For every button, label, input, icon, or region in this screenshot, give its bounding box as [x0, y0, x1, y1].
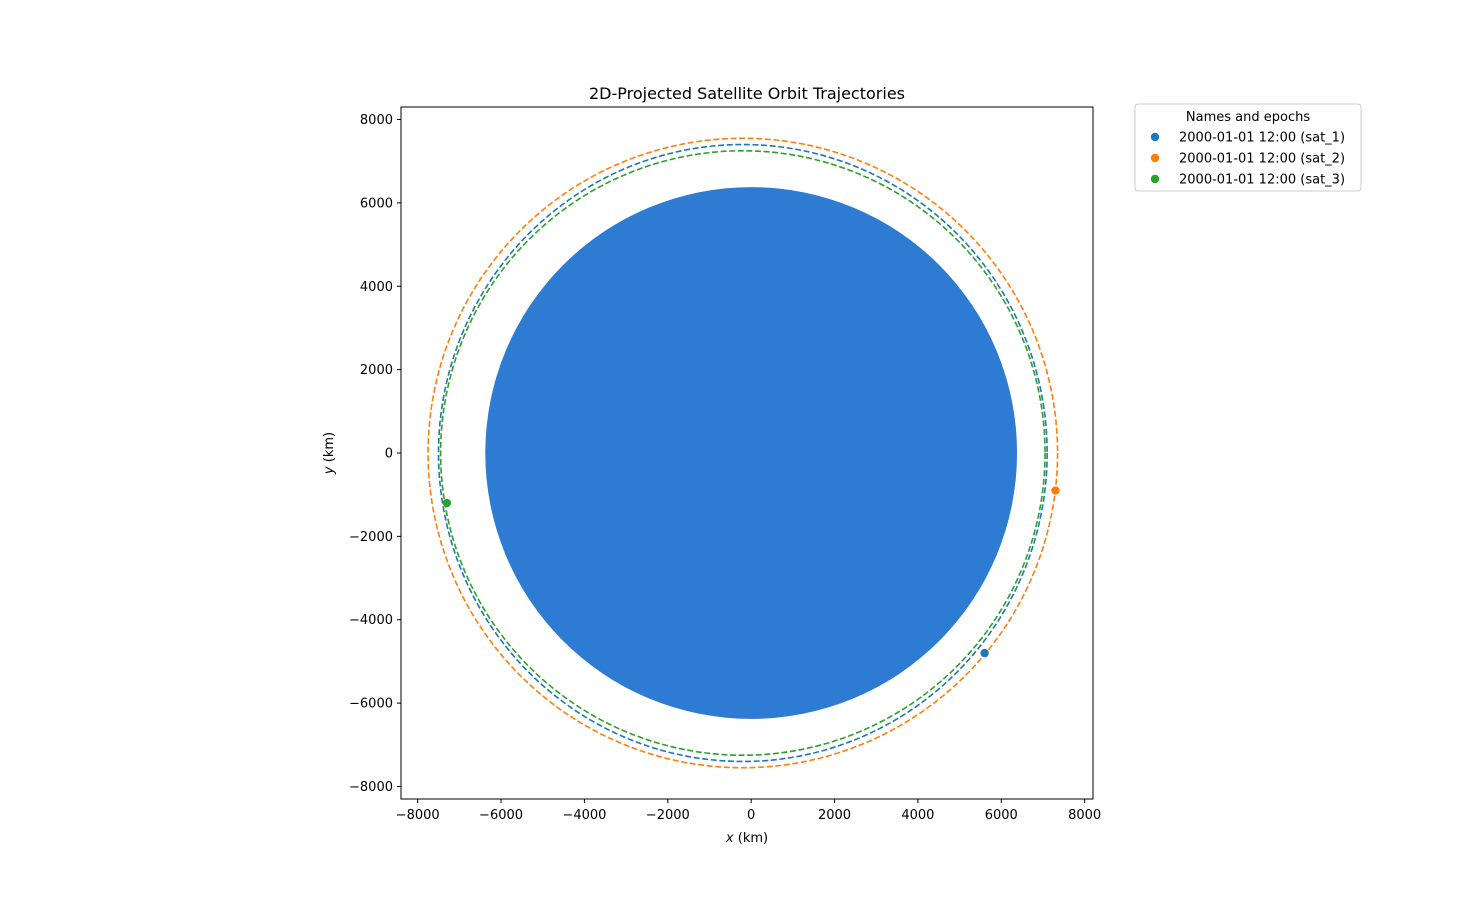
plot-area — [427, 137, 1060, 769]
y-axis-var: y — [322, 466, 337, 475]
x-axis-label: x (km) — [725, 831, 768, 846]
chart-title: 2D-Projected Satellite Orbit Trajectorie… — [589, 84, 905, 103]
legend-marker-sat-1 — [1150, 132, 1160, 142]
y-tick-label: 6000 — [360, 196, 393, 211]
legend-box — [1134, 103, 1362, 192]
orbit-trajectory-sat-2 — [427, 137, 1059, 769]
x-tick-label: −4000 — [562, 808, 606, 823]
y-tick-label: 4000 — [360, 280, 393, 295]
y-tick-label: 2000 — [360, 363, 393, 378]
y-tick-label: −8000 — [349, 780, 393, 795]
y-axis-label: y (km) — [322, 432, 337, 475]
legend-marker-sat-2 — [1150, 153, 1160, 163]
y-tick-label: 0 — [385, 447, 393, 462]
x-tick-label: 6000 — [985, 808, 1018, 823]
y-tick-label: 8000 — [360, 113, 393, 128]
orbit-trajectory-sat-1 — [437, 143, 1048, 763]
satellite-point-sat-2 — [1051, 486, 1060, 495]
x-tick-label: 4000 — [901, 808, 934, 823]
legend-label-sat-2: 2000-01-01 12:00 (sat_2) — [1179, 152, 1345, 167]
legend-label-sat-1: 2000-01-01 12:00 (sat_1) — [1179, 131, 1345, 146]
x-axis: −8000 −6000 −4000 −2000 0 2000 4000 6000 8000 — [396, 799, 1101, 823]
y-tick-label: −2000 — [349, 530, 393, 545]
x-tick-label: 8000 — [1068, 808, 1101, 823]
legend-title: Names and epochs — [1186, 110, 1310, 125]
x-axis-unit: (km) — [734, 831, 768, 846]
y-tick-label: −4000 — [349, 613, 393, 628]
legend-label-sat-3: 2000-01-01 12:00 (sat_3) — [1179, 173, 1345, 188]
x-tick-label: 0 — [747, 808, 755, 823]
legend: Names and epochs 2000-01-01 12:00 (sat_1… — [1134, 103, 1362, 192]
x-tick-label: −6000 — [479, 808, 523, 823]
x-tick-label: 2000 — [818, 808, 851, 823]
x-axis-var: x — [725, 831, 734, 846]
satellite-point-sat-3 — [442, 498, 452, 508]
satellite-point-sat-1 — [980, 648, 989, 658]
earth-disk — [485, 187, 1018, 719]
y-axis: −8000 −6000 −4000 −2000 0 2000 4000 6000 8000 — [349, 113, 401, 795]
y-tick-label: −6000 — [349, 697, 393, 712]
legend-marker-sat-3 — [1150, 174, 1160, 184]
y-axis-unit: (km) — [322, 432, 337, 466]
x-tick-label: −2000 — [646, 808, 690, 823]
orbit-trajectory-sat-3 — [439, 149, 1046, 757]
x-tick-label: −8000 — [396, 808, 440, 823]
